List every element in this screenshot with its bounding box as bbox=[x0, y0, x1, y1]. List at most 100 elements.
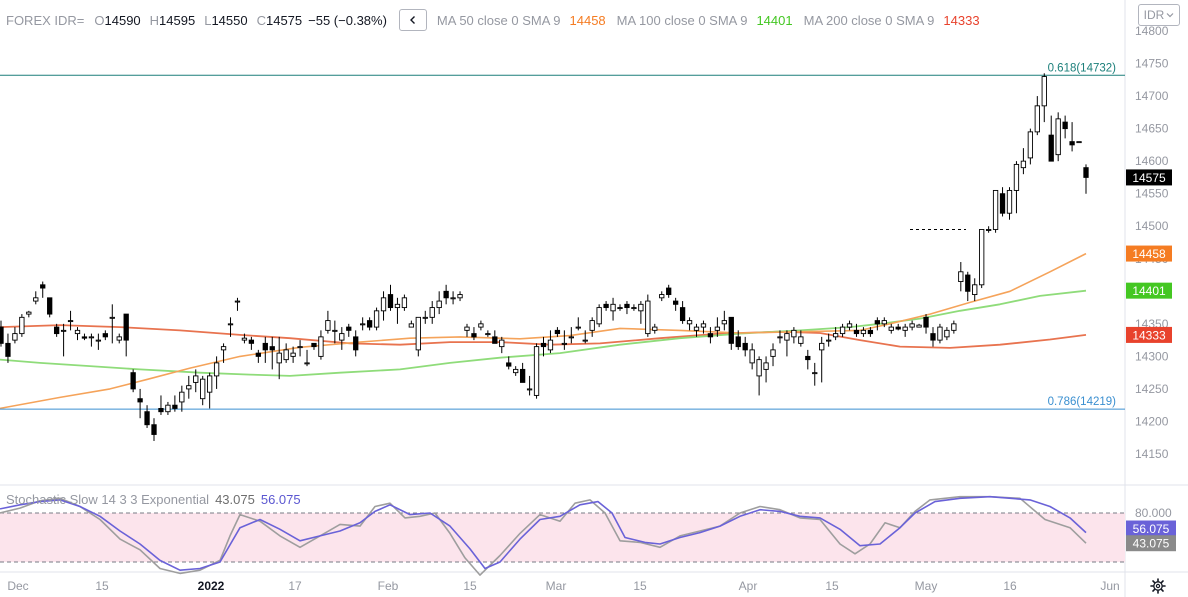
currency-select[interactable]: IDR bbox=[1138, 4, 1180, 26]
x-tick-label: Jun bbox=[1100, 579, 1119, 593]
candle bbox=[631, 304, 637, 311]
candle-body bbox=[742, 342, 748, 351]
candle-body bbox=[297, 346, 303, 349]
candle-body bbox=[373, 310, 380, 328]
y-tick-label: 14700 bbox=[1135, 89, 1169, 103]
candle bbox=[1083, 164, 1089, 194]
ma100-line bbox=[0, 289, 1087, 377]
candle bbox=[707, 327, 714, 344]
candle-body bbox=[568, 336, 574, 339]
candle-body bbox=[436, 300, 442, 309]
x-tick-label: Apr bbox=[739, 579, 758, 593]
candle-body bbox=[652, 326, 658, 331]
candle bbox=[540, 336, 547, 357]
candle-body bbox=[617, 307, 623, 310]
candle-body bbox=[610, 303, 616, 312]
candle bbox=[860, 327, 867, 337]
stochastic-k-line bbox=[0, 495, 1087, 576]
candle-body bbox=[860, 329, 867, 335]
candle bbox=[387, 284, 394, 311]
candle bbox=[895, 323, 901, 331]
candle-body bbox=[700, 323, 707, 328]
candle bbox=[985, 226, 992, 233]
candle-body bbox=[937, 326, 943, 341]
candle-body bbox=[241, 337, 248, 341]
candle-body bbox=[1048, 134, 1054, 162]
candle-body bbox=[450, 297, 456, 300]
candle bbox=[805, 349, 811, 370]
candle bbox=[777, 330, 783, 344]
candle-body bbox=[130, 372, 136, 390]
stochastic-name: Stochastic Slow 14 3 3 Exponential bbox=[6, 492, 210, 507]
candle-body bbox=[1027, 131, 1034, 159]
candle bbox=[457, 291, 463, 302]
candle-body bbox=[839, 326, 846, 335]
candle bbox=[19, 314, 25, 337]
y-tick-label: 14200 bbox=[1135, 414, 1169, 428]
candle bbox=[686, 317, 693, 331]
candle-body bbox=[207, 375, 213, 393]
candle-body bbox=[88, 336, 95, 339]
candle-body bbox=[123, 313, 129, 341]
candle bbox=[999, 187, 1006, 217]
close-label: C bbox=[256, 12, 266, 28]
candle-body bbox=[1055, 118, 1061, 156]
candle bbox=[568, 327, 574, 344]
candle-body bbox=[26, 311, 32, 315]
ma200-line bbox=[0, 324, 1087, 349]
candle-body bbox=[492, 336, 498, 344]
candle bbox=[33, 291, 39, 305]
candle-body bbox=[33, 297, 39, 302]
candle bbox=[443, 284, 449, 305]
candle-body bbox=[116, 336, 122, 341]
candle-body bbox=[965, 274, 971, 292]
candle bbox=[401, 294, 408, 311]
y-tick-label: 14600 bbox=[1135, 154, 1169, 168]
candle bbox=[888, 323, 894, 334]
candle-body bbox=[95, 339, 102, 342]
candle-body bbox=[67, 320, 74, 323]
candle bbox=[366, 317, 373, 331]
candle bbox=[951, 320, 957, 334]
candle-body bbox=[735, 336, 741, 348]
candle bbox=[290, 346, 296, 363]
candle-body bbox=[659, 294, 665, 299]
ma50-value: 14458 bbox=[569, 12, 606, 28]
candle bbox=[832, 327, 839, 341]
ma50-badge bbox=[1126, 245, 1172, 262]
candle-body bbox=[944, 329, 950, 338]
candle bbox=[1020, 148, 1027, 175]
candle-body bbox=[791, 329, 797, 338]
candle-body bbox=[415, 316, 421, 351]
fib-level-label: 0.786(14219) bbox=[1048, 396, 1117, 408]
candle-body bbox=[763, 362, 769, 370]
candle bbox=[123, 313, 129, 357]
collapse-legend-button[interactable] bbox=[398, 9, 427, 31]
candle bbox=[276, 336, 282, 380]
candle bbox=[1076, 141, 1082, 144]
candle-body bbox=[638, 303, 644, 312]
candle-body bbox=[74, 329, 81, 335]
candle bbox=[561, 330, 568, 350]
x-tick-label: 15 bbox=[95, 579, 109, 593]
candle bbox=[47, 297, 53, 318]
candle-body bbox=[443, 290, 449, 299]
candle bbox=[144, 405, 150, 428]
candle bbox=[415, 316, 421, 357]
candle-body bbox=[19, 316, 25, 335]
candle-body bbox=[499, 339, 505, 348]
candle bbox=[213, 356, 220, 389]
candle bbox=[248, 336, 255, 350]
candle bbox=[450, 291, 456, 305]
candle bbox=[1062, 115, 1068, 139]
candle bbox=[179, 385, 185, 412]
candle-body bbox=[471, 333, 477, 338]
candle-body bbox=[686, 320, 693, 325]
candle bbox=[485, 330, 491, 337]
candle bbox=[12, 327, 18, 344]
candle-body bbox=[366, 320, 373, 328]
candle bbox=[422, 310, 428, 324]
gear-icon[interactable] bbox=[1150, 578, 1166, 594]
candle-body bbox=[401, 297, 408, 309]
